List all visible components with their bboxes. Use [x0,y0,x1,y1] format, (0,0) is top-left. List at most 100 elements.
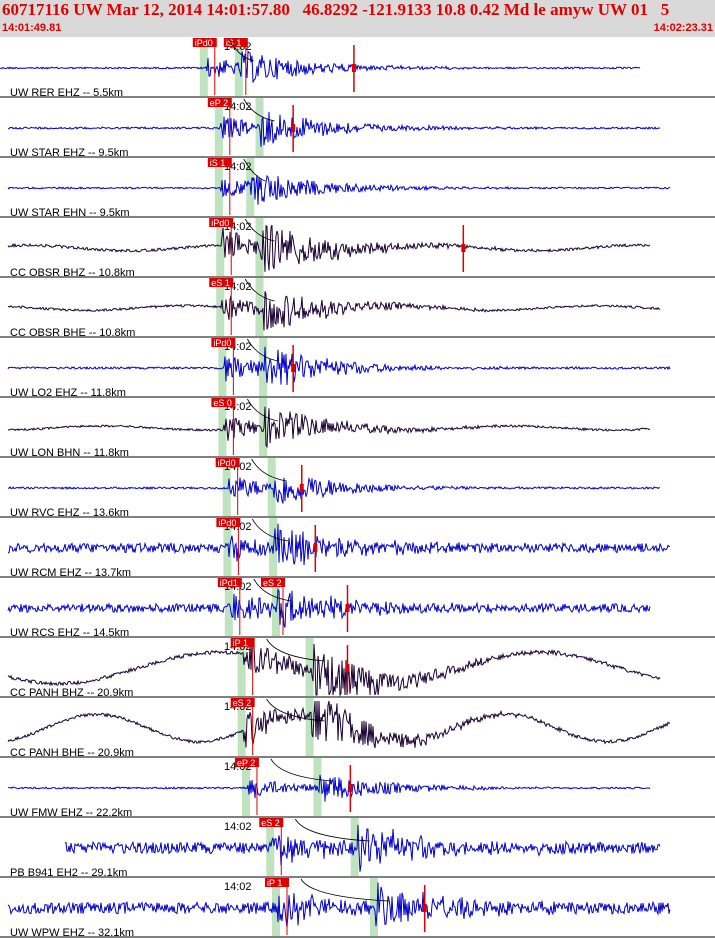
waveform [8,111,661,147]
theoretical-arrival-curve [252,518,289,542]
p-phase-band [237,698,246,756]
event-header: 60717116 UW Mar 12, 2014 14:01:57.80 46.… [0,0,715,37]
waveform [7,587,651,628]
theoretical-arrival-curve [266,638,325,662]
trace-label: CC PANH BHZ -- 20.9km [10,687,133,699]
pick-flag [217,578,242,587]
pick-flag [230,638,255,647]
p-phase-band [214,98,223,156]
trace-row: 14:02iPd1eS 2UW RCS EHZ -- 14.5km [0,578,715,639]
pick-flag [192,38,217,47]
waveform [7,346,671,386]
s-phase-band [305,698,314,756]
theoretical-arrival-curve [244,218,275,242]
theoretical-arrival-curve [247,398,279,422]
pick-flag [230,698,255,707]
theoretical-arrival-curve [228,38,254,62]
waveform [7,174,671,205]
theoretical-arrival-curve [243,98,275,122]
trace-label: UW FMW EHZ -- 22.2km [10,807,132,819]
amplitude-marker [422,904,427,912]
pick-label: eS 1 [211,278,230,288]
pick-label: eS 2 [261,818,280,828]
trace-label: CC OBSR BHZ -- 10.8km [10,267,135,279]
theoretical-arrival-curve [300,878,389,902]
seismogram-panel: 14:02 iPd0 iS 1 UW RER EHZ -- 5.5km 14:02 eP … [0,38,715,938]
pick-flag [216,518,241,527]
trace-label: UW RCM EHZ -- 13.7km [10,567,131,579]
amplitude-marker [351,64,356,72]
pick-label: iPd0 [213,338,231,348]
pick-label: iPd0 [195,38,213,48]
waveform [7,224,651,272]
p-phase-band [222,458,231,516]
pick-label: iPd0 [211,218,229,228]
pick-label: iP 1 [233,638,248,648]
trace-label: UW WPW EHZ -- 32.1km [10,927,134,938]
pick-label: eS 2 [263,578,282,588]
trace-row: 14:02 iP 1 UW WPW EHZ -- 32.1km [0,878,715,938]
trace-label: UW RER EHZ -- 5.5km [10,87,123,99]
pick-flag [223,38,248,47]
pick-flag [209,278,234,287]
s-phase-band [255,278,264,336]
event-title: 60717116 UW Mar 12, 2014 14:01:57.80 46.… [2,0,670,19]
trace-label: UW RCS EHZ -- 14.5km [10,627,129,639]
waveform [7,476,660,504]
trace-row: 14:02 eS 2 PB B941 EH2 -- 29.1km [0,818,715,879]
pick-flag [264,878,289,887]
trace-label: UW LO2 EHZ -- 11.8km [10,387,126,399]
waveform [7,640,661,697]
amplitude-marker [299,484,304,492]
amplitude-marker [345,664,350,672]
s-phase-band [267,458,276,516]
pick-label: iPd0 [218,518,236,528]
pick-label: iPd0 [218,458,236,468]
theoretical-arrival-curve [244,278,275,302]
pick-label: iS 1 [210,158,226,168]
pick-flag [260,578,285,587]
waveform [7,700,671,749]
amplitude-marker [291,364,296,372]
s-phase-band [271,578,280,636]
waveform [7,291,661,331]
p-phase-band [266,818,275,876]
p-phase-band [199,38,208,96]
pick-flag [234,758,259,767]
theoretical-arrival-curve [247,338,279,362]
amplitude-marker [291,124,296,132]
pick-flag [259,818,284,827]
p-phase-band [223,518,232,576]
theoretical-arrival-curve [243,158,266,182]
p-phase-band [237,638,246,696]
pick-flag [209,218,234,227]
theoretical-arrival-curve [251,458,287,482]
s-phase-band [305,638,314,696]
trace-label: UW LON BHN -- 11.8km [10,447,129,459]
waveform [8,523,670,566]
p-phase-band [218,338,227,396]
window-start-time: 14:01:49.81 [2,22,62,34]
p-phase-band [224,578,233,636]
p-phase-band [216,218,225,276]
trace-label: PB B941 EH2 -- 29.1km [10,867,127,879]
pick-label: eS 2 [233,698,252,708]
s-phase-band [259,398,268,456]
p-phase-band [218,398,227,456]
pick-label: eS 0 [213,398,232,408]
theoretical-arrival-curve [270,758,333,782]
time-tick-label: 14:02 [224,881,252,893]
amplitude-marker [345,604,350,612]
pick-flag [215,458,240,467]
pick-label: iP 1 [267,878,282,888]
waveform [7,774,651,802]
window-end-time: 14:02:23.31 [653,22,713,34]
